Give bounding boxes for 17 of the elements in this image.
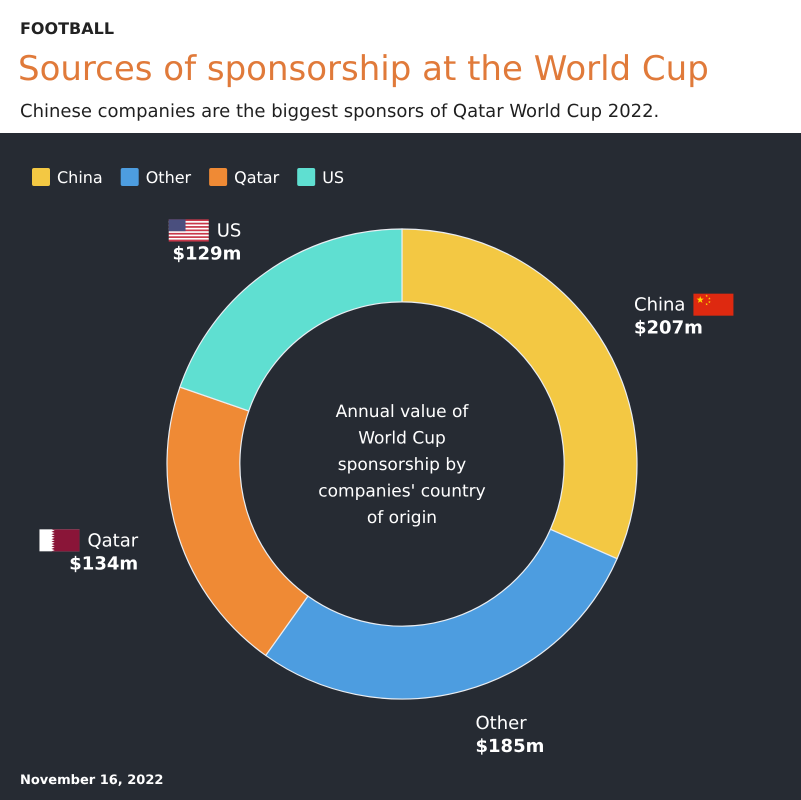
- slice-label: Other: [476, 713, 528, 734]
- text: Annual value of World Cup sponsorship by companies' country of origin: [318, 402, 486, 528]
- data-label: $134m: [69, 553, 138, 574]
- legend-label: China: [57, 168, 103, 187]
- data-label: $185m: [476, 736, 544, 758]
- data-label: $207m: [634, 318, 703, 339]
- data-label: $129m: [172, 243, 242, 264]
- text: FOOTBALL: [20, 19, 114, 38]
- chart-subtitle: Chinese companies are the biggest sponsors of Qatar World Cup 2022.: [20, 101, 660, 122]
- slice-label: US: [216, 220, 242, 242]
- legend-label: US: [322, 168, 344, 187]
- text: November 16, 2022: [20, 773, 164, 788]
- chart-title: Sources of sponsorship at the World Cup: [18, 49, 709, 89]
- slice-label: Qatar: [87, 530, 139, 552]
- slice-label: China: [634, 294, 686, 316]
- legend-label: Qatar: [234, 168, 280, 187]
- legend-label: Other: [146, 168, 192, 187]
